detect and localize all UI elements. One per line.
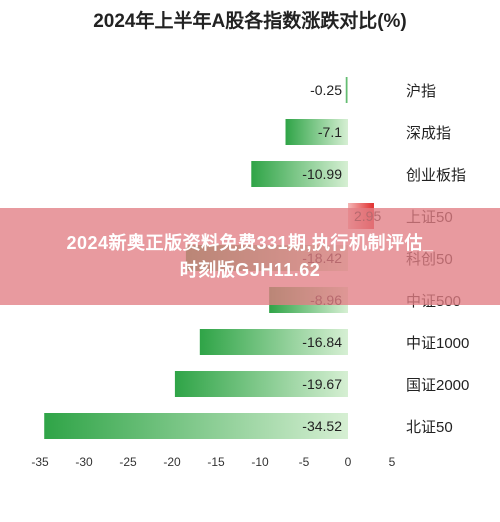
x-tick-label-1: -30: [75, 455, 93, 469]
bar-0: [345, 77, 348, 103]
category-label-2: 创业板指: [406, 166, 466, 184]
bar-7: [174, 371, 348, 397]
promo-banner[interactable]: 2024新奥正版资料免费331期,执行机制评估_时刻版GJH11.62: [0, 208, 500, 305]
category-label-1: 深成指: [406, 125, 451, 142]
value-label-6: -16.84: [302, 334, 342, 350]
bar-8: [44, 413, 348, 439]
bar-2: [251, 161, 348, 187]
banner-text: 2024新奥正版资料免费331期,执行机制评估_时刻版GJH11.62: [66, 232, 434, 280]
value-label-8: -34.52: [302, 418, 342, 434]
value-label-7: -19.67: [302, 376, 342, 392]
x-tick-label-6: -5: [299, 455, 310, 469]
x-tick-label-0: -35: [31, 455, 49, 469]
x-tick-label-7: 0: [345, 455, 352, 469]
x-tick-label-3: -20: [163, 455, 181, 469]
category-label-7: 国证2000: [406, 377, 469, 394]
x-tick-label-4: -15: [207, 455, 225, 469]
value-label-1: -7.1: [318, 124, 342, 140]
category-label-6: 中证1000: [406, 335, 469, 352]
value-label-0: -0.25: [310, 82, 342, 98]
bar-6: [199, 329, 348, 355]
category-label-8: 北证50: [406, 419, 453, 436]
x-tick-label-8: 5: [389, 455, 396, 469]
x-tick-label-2: -25: [119, 455, 137, 469]
category-label-0: 沪指: [406, 83, 436, 100]
chart-title: 2024年上半年A股各指数涨跌对比(%): [93, 11, 407, 32]
x-tick-label-5: -10: [251, 455, 269, 469]
value-label-2: -10.99: [302, 166, 342, 182]
bar-1: [285, 119, 348, 145]
